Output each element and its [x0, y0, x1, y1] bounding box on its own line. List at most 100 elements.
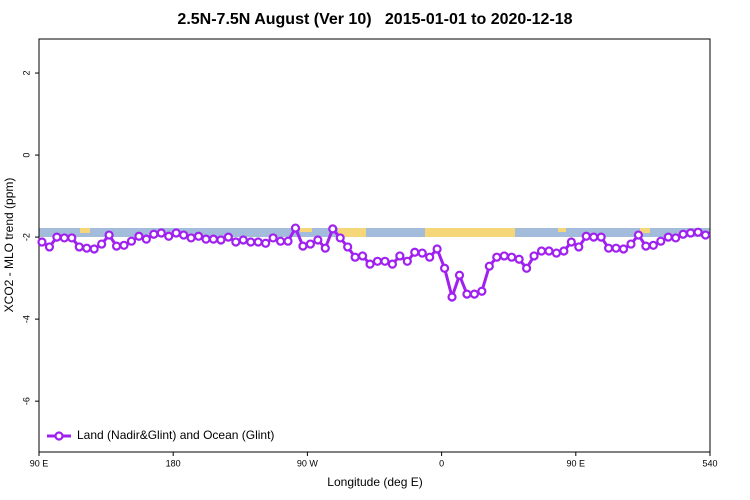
data-point [179, 230, 189, 240]
data-point [365, 259, 375, 269]
data-point [618, 244, 629, 254]
data-point [432, 244, 442, 254]
data-point [462, 289, 472, 299]
data-point [231, 237, 241, 247]
data-point [67, 233, 77, 243]
legend-marker [54, 431, 64, 441]
data-point [335, 233, 345, 243]
data-point [454, 270, 465, 280]
data-point [439, 263, 450, 273]
data-point [82, 243, 92, 253]
x-tick-label: 90 E [30, 458, 49, 468]
data-point [589, 232, 599, 242]
data-point [380, 256, 390, 266]
data-point [529, 251, 539, 261]
x-tick-label: 180 [166, 458, 181, 468]
data-point [104, 230, 114, 240]
data-point [216, 235, 226, 245]
data-point [544, 246, 554, 256]
x-tick-label: 90 W [297, 458, 319, 468]
data-point [417, 248, 427, 258]
data-point [656, 236, 666, 246]
data-point [238, 235, 248, 245]
data-point [626, 239, 636, 249]
data-point [499, 251, 509, 261]
data-point [693, 227, 703, 237]
data-point [313, 235, 323, 245]
data-point [298, 241, 308, 251]
data-point [97, 239, 107, 249]
data-point [387, 259, 397, 269]
data-point [484, 261, 494, 271]
chart-title: 2.5N-7.5N August (Ver 10) 2015-01-01 to … [177, 11, 572, 28]
data-point [119, 240, 129, 250]
data-point [402, 256, 412, 266]
data-point [246, 237, 256, 247]
data-point [44, 242, 55, 252]
data-point [201, 234, 211, 244]
data-point [641, 241, 651, 251]
data-point [186, 233, 196, 243]
surface-strip [39, 228, 710, 237]
data-point [574, 242, 584, 252]
data-point [581, 231, 591, 241]
data-point [536, 246, 547, 256]
y-tick-label: -6 [21, 397, 31, 405]
data-point [633, 230, 644, 240]
data-point [208, 234, 219, 244]
data-point [164, 231, 174, 241]
data-point [134, 231, 144, 241]
y-axis-label: XCO2 - MLO trend (ppm) [2, 178, 16, 313]
data-point [156, 228, 166, 238]
data-point [604, 243, 614, 253]
x-tick-label: 0 [439, 458, 444, 468]
data-point [320, 243, 330, 253]
data-point [521, 263, 532, 273]
data-point [596, 232, 606, 242]
data-point [193, 231, 204, 241]
data-point [447, 292, 457, 302]
y-tick-label: 2 [21, 71, 31, 76]
data-point [507, 252, 517, 262]
data-point [678, 229, 688, 239]
data-point [648, 240, 658, 250]
data-point [253, 237, 263, 247]
data-point [663, 232, 673, 242]
data-point [268, 233, 278, 243]
y-tick-label: 0 [21, 153, 31, 158]
data-point [305, 239, 315, 249]
x-axis-label: Longitude (deg E) [327, 475, 422, 489]
data-point [343, 242, 353, 252]
data-point [59, 233, 69, 243]
data-point [52, 232, 62, 242]
data-point [477, 286, 487, 296]
data-point [74, 242, 84, 252]
data-point [171, 228, 181, 238]
data-point [141, 234, 151, 244]
data-point [290, 223, 301, 233]
data-point [328, 224, 338, 234]
data-point [686, 228, 696, 238]
data-point [551, 248, 562, 258]
data-point [671, 233, 681, 243]
data-point [611, 243, 621, 253]
data-point [514, 254, 524, 264]
data-point [410, 247, 420, 257]
legend-label: Land (Nadir&Glint) and Ocean (Glint) [77, 428, 274, 442]
data-point [700, 230, 711, 240]
x-tick-label: 540 [702, 458, 717, 468]
data-point [223, 232, 233, 242]
data-point [469, 289, 480, 299]
data-point [37, 237, 47, 247]
data-point [283, 236, 293, 246]
data-point [126, 236, 137, 246]
data-point [149, 229, 159, 239]
data-point [425, 252, 435, 262]
data-point [261, 238, 271, 248]
y-tick-label: -4 [21, 315, 31, 323]
x-tick-label: 90 E [567, 458, 586, 468]
y-tick-label: -2 [21, 233, 31, 241]
data-point [492, 252, 502, 262]
data-point [566, 237, 576, 247]
